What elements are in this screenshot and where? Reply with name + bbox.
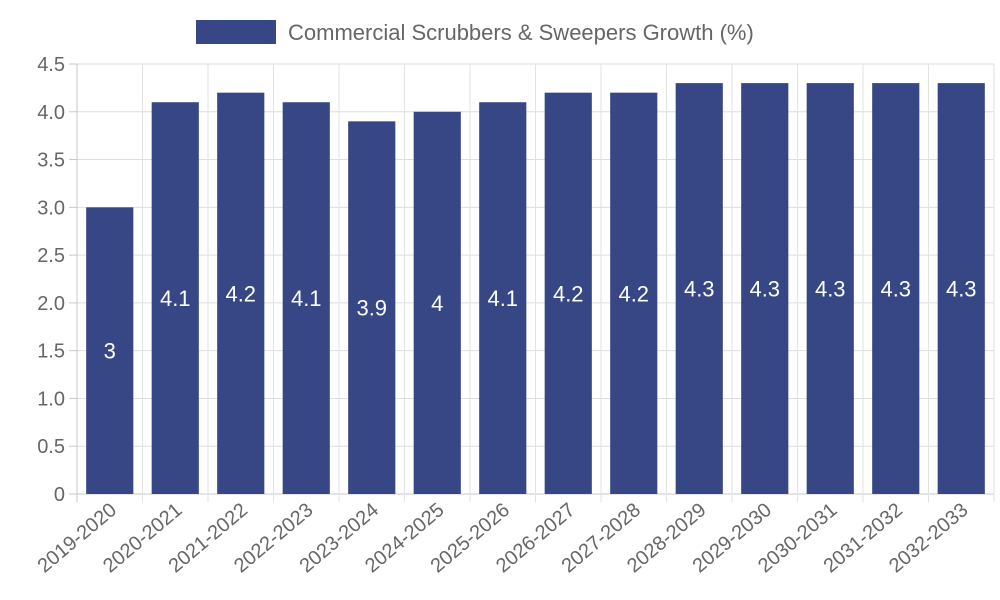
legend-swatch <box>196 20 276 44</box>
data-label: 4.1 <box>291 286 322 311</box>
data-label: 4.3 <box>880 277 911 302</box>
y-axis: 0 0.5 1.0 1.5 2.0 2.5 3.0 3.5 4.0 4.5 <box>37 54 77 506</box>
y-tick-label: 2.5 <box>37 245 65 267</box>
bar <box>610 92 658 495</box>
y-tick-label: 1.0 <box>37 388 65 410</box>
data-label: 4 <box>431 291 443 316</box>
bar <box>937 83 985 494</box>
bar <box>217 92 265 495</box>
bar <box>151 102 199 494</box>
data-label: 4.2 <box>225 281 256 306</box>
x-axis: 2019-20202020-20212021-20222022-20232023… <box>34 499 973 577</box>
data-label: 3 <box>104 339 116 364</box>
data-label: 4.1 <box>487 286 518 311</box>
data-labels: 3 4.1 4.2 4.1 3.9 4 4.1 4.2 4.2 4.3 4.3 4.3 4.3 4.3 <box>104 277 977 364</box>
bar <box>741 83 789 494</box>
bar <box>479 102 527 494</box>
data-label: 4.3 <box>749 277 780 302</box>
y-tick-label: 4.5 <box>37 54 65 76</box>
bar <box>282 102 330 494</box>
y-tick-label: 1.5 <box>37 341 65 363</box>
bar <box>872 83 920 494</box>
bar <box>806 83 854 494</box>
y-tick-label: 3.0 <box>37 197 65 219</box>
data-label: 4.3 <box>684 277 715 302</box>
bar <box>675 83 723 494</box>
y-tick-label: 0 <box>54 484 65 506</box>
bars <box>86 83 985 495</box>
legend-label: Commercial Scrubbers & Sweepers Growth (… <box>288 20 754 45</box>
data-label: 4.2 <box>553 281 584 306</box>
data-label: 4.1 <box>160 286 191 311</box>
data-label: 4.3 <box>946 277 977 302</box>
data-label: 3.9 <box>356 296 387 321</box>
data-label: 4.3 <box>815 277 846 302</box>
data-label: 4.2 <box>618 281 649 306</box>
bar <box>348 121 396 494</box>
legend: Commercial Scrubbers & Sweepers Growth (… <box>196 20 754 45</box>
bar <box>544 92 592 495</box>
y-tick-label: 0.5 <box>37 436 65 458</box>
bar <box>413 111 461 495</box>
y-tick-label: 4.0 <box>37 102 65 124</box>
bar <box>86 207 134 495</box>
y-tick-label: 3.5 <box>37 150 65 172</box>
y-tick-label: 2.0 <box>37 293 65 315</box>
gridlines <box>76 63 995 502</box>
